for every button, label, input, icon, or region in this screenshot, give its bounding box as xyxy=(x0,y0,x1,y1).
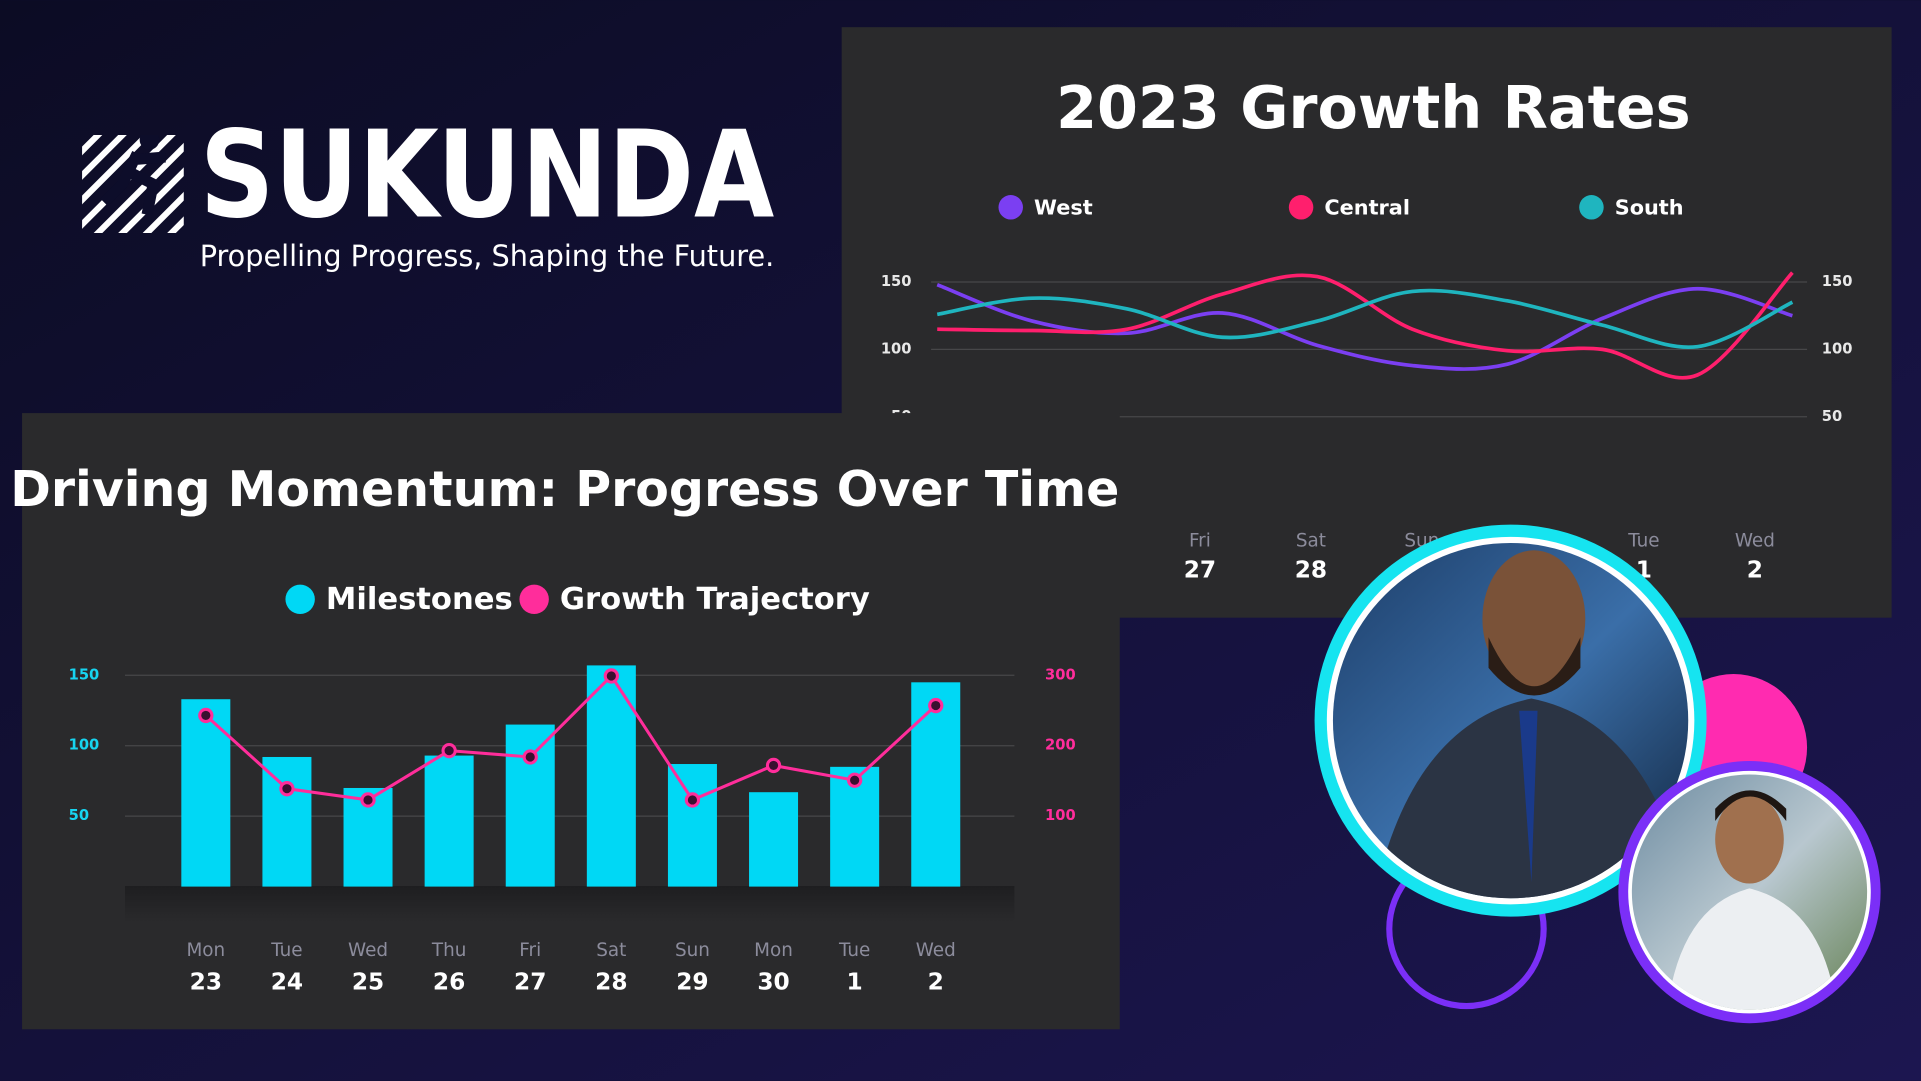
photo xyxy=(1332,542,1689,899)
x-tick-day: 23 xyxy=(190,968,222,995)
legend-label: West xyxy=(1034,195,1093,219)
brand-name: SUKUNDA xyxy=(200,107,775,246)
x-tick-day: 25 xyxy=(352,968,384,995)
logo-icon xyxy=(82,134,184,233)
x-tick-day: 2 xyxy=(928,968,944,995)
line xyxy=(204,673,937,802)
x-tick-day: 24 xyxy=(271,968,303,995)
point xyxy=(846,772,863,788)
x-tick-weekday: Fri xyxy=(519,940,541,961)
y-tick-label: 50 xyxy=(69,807,89,824)
legend-label: Growth Trajectory xyxy=(560,582,870,617)
x-tick-day: 28 xyxy=(1295,557,1327,584)
legend-label: South xyxy=(1615,195,1684,219)
y-tick-label: 100 xyxy=(69,737,100,754)
x-tick-day: 29 xyxy=(676,968,708,995)
plot-shadow xyxy=(124,885,1015,923)
y-tick-label: 150 xyxy=(881,273,912,290)
bar xyxy=(262,756,312,887)
x-tick-weekday: Tue xyxy=(838,940,870,961)
x-tick-day: 26 xyxy=(433,968,465,995)
x-tick-weekday: Sat xyxy=(1296,531,1326,552)
point xyxy=(765,757,782,774)
bar xyxy=(505,724,555,887)
legend-label: Central xyxy=(1324,195,1410,219)
photo xyxy=(1631,774,1868,1010)
bar xyxy=(586,665,636,887)
x-tick-weekday: Tue xyxy=(1627,531,1659,552)
x-tick-weekday: Mon xyxy=(754,940,793,961)
x-tick-day: 2 xyxy=(1747,557,1763,584)
front-panel: Driving Momentum: Progress Over Time 50 1… xyxy=(10,413,1120,1030)
x-tick-weekday: Wed xyxy=(348,940,388,961)
logo: SUKUNDA Propelling Progress, Shaping the… xyxy=(82,107,775,273)
chart-title: 2023 Growth Rates xyxy=(1056,73,1690,142)
point xyxy=(279,781,295,797)
point xyxy=(684,792,701,808)
y-tick-label: 100 xyxy=(881,340,912,357)
x-tick-weekday: Sun xyxy=(675,940,710,961)
y2-tick-label: 100 xyxy=(1822,340,1853,357)
point xyxy=(522,749,538,765)
point xyxy=(360,792,376,808)
legend-swatch xyxy=(1288,195,1314,220)
legend-swatch xyxy=(285,584,315,615)
legend-swatch xyxy=(1579,195,1604,220)
bar xyxy=(911,682,961,887)
y-tick-label: 150 xyxy=(69,666,100,683)
y2-tick-label: 50 xyxy=(1822,408,1842,425)
y2-tick-label: 200 xyxy=(1045,737,1076,754)
legend-label: Milestones xyxy=(326,582,513,617)
bar xyxy=(667,764,717,887)
x-tick-weekday: Tue xyxy=(270,940,302,961)
legend-swatch xyxy=(998,195,1023,220)
point xyxy=(928,697,944,714)
x-tick-weekday: Sat xyxy=(596,940,626,961)
x-tick-weekday: Mon xyxy=(186,940,225,961)
x-tick-weekday: Wed xyxy=(916,940,956,961)
chart-title: Driving Momentum: Progress Over Time xyxy=(10,461,1119,518)
bar xyxy=(424,755,474,887)
x-tick-weekday: Fri xyxy=(1189,531,1211,552)
line xyxy=(936,288,1794,350)
x-tick-day: 27 xyxy=(1184,557,1216,584)
point xyxy=(603,668,619,684)
x-tick-weekday: Thu xyxy=(431,940,467,961)
x-tick-day: 30 xyxy=(757,968,789,995)
line xyxy=(937,271,1794,380)
y2-tick-label: 150 xyxy=(1822,273,1853,290)
y2-tick-label: 100 xyxy=(1045,807,1076,824)
tagline: Propelling Progress, Shaping the Future. xyxy=(200,239,775,273)
x-tick-weekday: Wed xyxy=(1735,531,1775,552)
bar xyxy=(181,699,231,887)
x-tick-day: 27 xyxy=(514,968,546,995)
legend-swatch xyxy=(519,584,549,615)
photos xyxy=(1314,524,1881,1024)
point xyxy=(441,742,457,759)
x-tick-day: 28 xyxy=(595,968,627,995)
bar xyxy=(749,792,799,887)
y2-tick-label: 300 xyxy=(1045,666,1076,683)
x-tick-day: 1 xyxy=(847,968,863,995)
point xyxy=(198,707,214,724)
